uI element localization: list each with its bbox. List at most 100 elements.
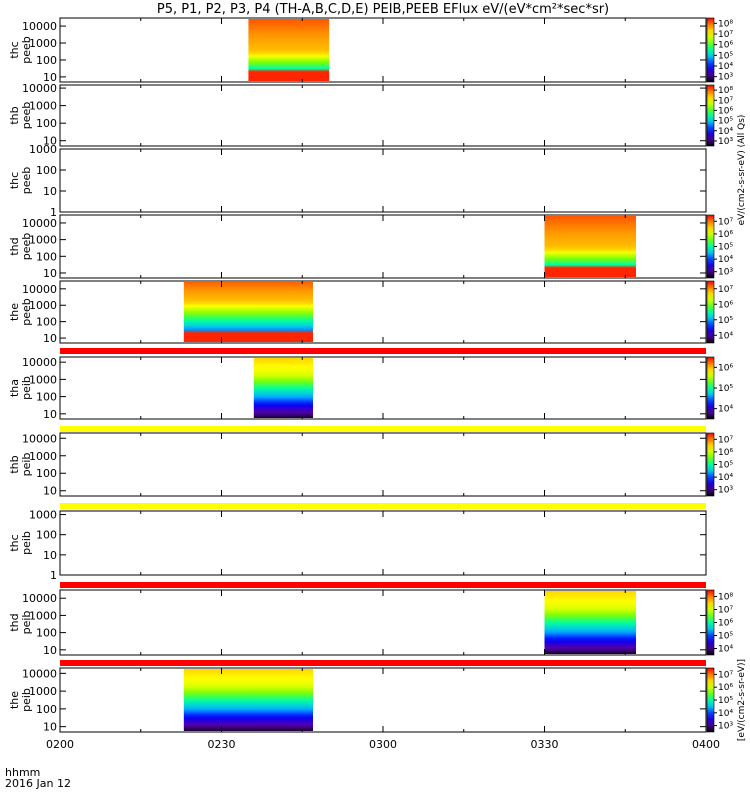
panel-label: thc [8, 41, 21, 58]
colorbar [706, 667, 715, 733]
y-tick-label: 10 [43, 185, 57, 198]
panel-4: thd peeb 10 100 1000 10000 10³ 10⁴ 10⁵ 10⁶ 10⁷ [8, 214, 733, 280]
colorbar-tick-label: 10⁶ [718, 230, 733, 240]
spectrogram-block [183, 282, 314, 342]
y-tick-label: 1 [50, 569, 57, 582]
colorbar-tick-label: 10⁷ [718, 606, 733, 616]
colorbar [706, 589, 715, 656]
panel-label: tha [8, 379, 21, 397]
panel-frame [59, 280, 707, 344]
figure-title: P5, P1, P2, P3, P4 (TH-A,B,C,D,E) PEIB,P… [156, 2, 610, 17]
y-tick-label: 10000 [22, 592, 57, 605]
colorbar [706, 356, 715, 420]
colorbar-unit-label: eV/(cm2-s-sr-eV) (All Qs) [737, 115, 747, 226]
panel-10: the peib 10 100 1000 10000 10³ 10⁴ 10⁵ 10⁶ 10⁷ [8, 667, 733, 733]
panel-label: peib [20, 688, 33, 712]
colorbar-tick-label: 10³ [718, 722, 733, 732]
panel-8: thc peib 1 10 100 1000 [8, 509, 707, 582]
y-tick-label: 100 [36, 164, 57, 177]
panel-label: thb [8, 455, 21, 473]
colorbar-tick-label: 10⁷ [718, 670, 733, 680]
colorbar-tick-label: 10⁴ [718, 709, 733, 719]
panel-label: peib [20, 376, 33, 400]
panel-label: thd [8, 613, 21, 631]
y-tick-label: 10 [43, 332, 57, 345]
colorbar-tick-label: 10⁴ [718, 255, 733, 265]
y-tick-label: 10000 [22, 356, 57, 369]
colorbar [706, 84, 715, 147]
panel-frame [59, 17, 707, 83]
y-tick-label: 1000 [29, 299, 57, 312]
colorbar-tick-label: 10³ [718, 137, 733, 147]
x-tick-label: 0400 [692, 738, 720, 751]
panel-9: thd peib 10 100 1000 10000 10⁴ 10⁵ 10⁶ 10⁷ 10⁸ [8, 589, 733, 657]
panel-label: peib [20, 531, 33, 555]
panel-5: the peeb 10 100 1000 10000 10⁴ 10⁵ 10⁶ 10⁷ [8, 280, 733, 345]
y-tick-label: 1000 [29, 234, 57, 247]
y-tick-label: 1000 [29, 609, 57, 622]
y-tick-label: 10000 [22, 283, 57, 296]
panel-label: peeb [20, 102, 33, 130]
y-tick-label: 100 [36, 391, 57, 404]
panel-frame [59, 432, 707, 497]
y-tick-label: 100 [36, 316, 57, 329]
spectrogram-block [248, 19, 330, 81]
colorbar-tick-label: 10⁶ [718, 683, 733, 693]
panel-label: thb [8, 106, 21, 124]
colorbar-tick-label: 10⁴ [718, 62, 733, 72]
colorbar-tick-label: 10⁶ [718, 106, 733, 116]
y-tick-label: 10 [43, 485, 57, 498]
colorbar [706, 17, 715, 83]
spectrogram-block [183, 669, 314, 731]
colorbar-tick-label: 10⁴ [718, 127, 733, 137]
y-tick-label: 100 [36, 117, 57, 130]
colorbar [706, 432, 715, 497]
panel-frame [59, 356, 707, 420]
quality-bar [60, 582, 706, 588]
y-tick-label: 100 [36, 529, 57, 542]
y-tick-label: 10 [43, 71, 57, 84]
colorbar-tick-label: 10⁵ [718, 384, 733, 394]
y-tick-label: 10 [43, 408, 57, 421]
colorbar-tick-label: 10⁶ [718, 300, 733, 310]
y-tick-label: 1000 [29, 373, 57, 386]
colorbar-tick-label: 10⁵ [718, 632, 733, 642]
colorbar-tick-label: 10⁷ [718, 217, 733, 227]
panel-frame [59, 148, 707, 213]
panel-label: peib [20, 453, 33, 477]
colorbar-tick-label: 10⁶ [718, 41, 733, 51]
colorbar-tick-label: 10³ [718, 268, 733, 278]
colorbar-tick-label: 10⁴ [718, 473, 733, 483]
colorbar-tick-label: 10³ [718, 486, 733, 496]
colorbar [706, 280, 715, 344]
y-tick-label: 10 [43, 721, 57, 734]
panel-label: thd [8, 237, 21, 255]
colorbar-tick-label: 10⁴ [718, 331, 733, 341]
panel-label: the [8, 303, 21, 321]
colorbar-tick-label: 10⁸ [718, 86, 733, 96]
x-tick-label: 0300 [369, 738, 397, 751]
colorbar [706, 214, 715, 279]
y-tick-label: 1000 [29, 37, 57, 50]
y-tick-label: 100 [36, 703, 57, 716]
panel-6: tha peib 10 100 1000 10000 10⁴ 10⁵ 10⁶ [8, 356, 733, 421]
y-tick-label: 100 [36, 627, 57, 640]
time-axis-label: hhmm [5, 766, 41, 779]
panel-label: peib [20, 611, 33, 635]
panel-label: the [8, 691, 21, 709]
spectrogram-block [544, 216, 637, 277]
panel-label: peeb [20, 233, 33, 261]
panel-label: peeb [20, 298, 33, 326]
y-tick-label: 10000 [22, 20, 57, 33]
y-tick-label: 100 [36, 54, 57, 67]
panel-label: peeb [20, 167, 33, 195]
colorbar-tick-label: 10⁸ [718, 593, 733, 603]
panel-7: thb peib 10 100 1000 10000 10³ 10⁴ 10⁵ 10⁶ 10⁷ [8, 432, 733, 497]
colorbar-tick-label: 10⁸ [718, 19, 733, 29]
colorbar-tick-label: 10⁶ [718, 619, 733, 629]
colorbar-tick-label: 10⁴ [718, 645, 733, 655]
colorbar-tick-label: 10⁵ [718, 461, 733, 471]
quality-bar [60, 348, 706, 354]
